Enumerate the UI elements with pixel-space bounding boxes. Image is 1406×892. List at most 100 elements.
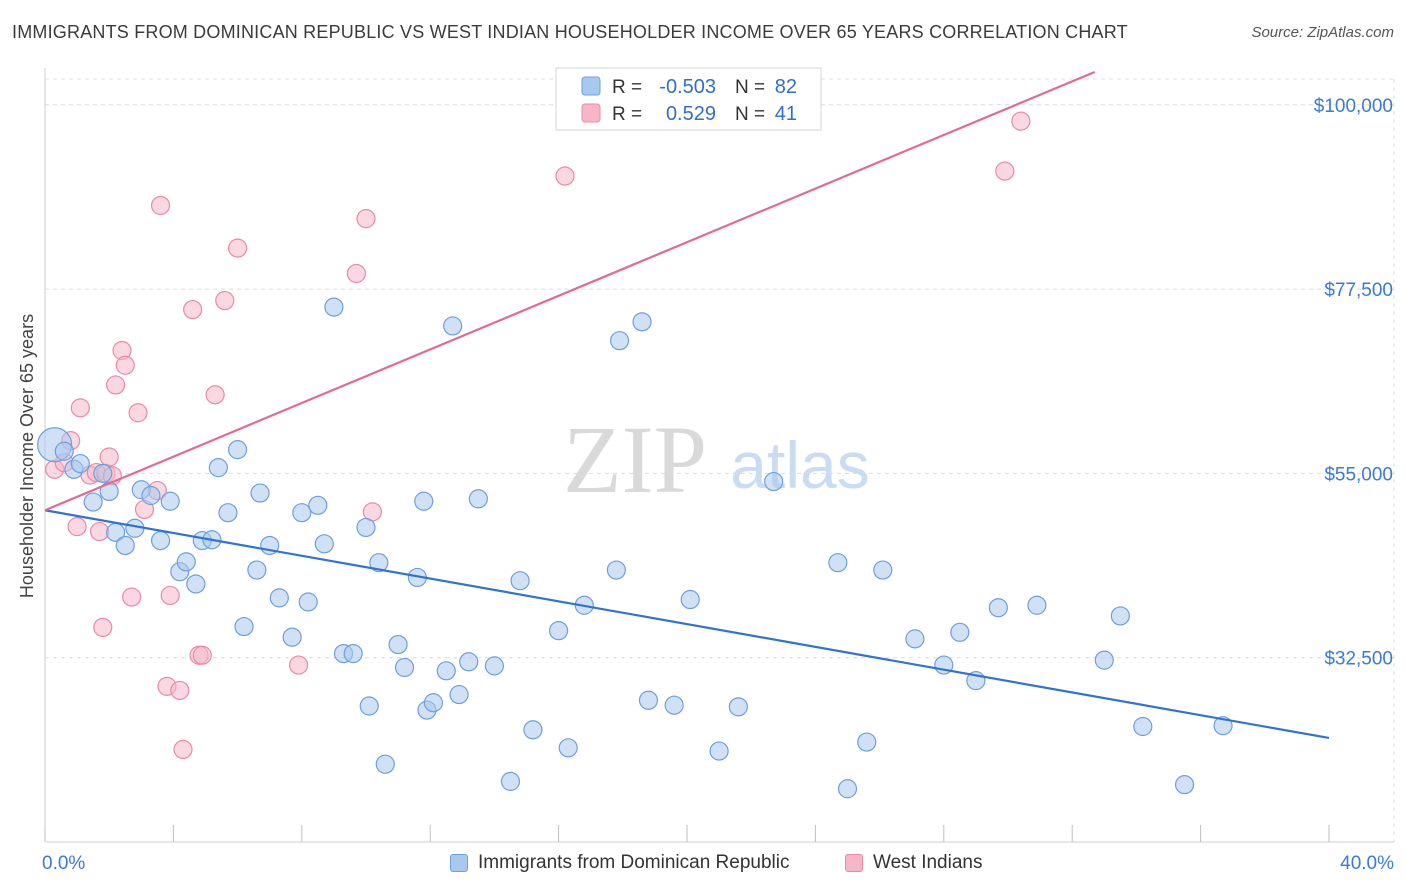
- dominican-point-12: [150, 530, 171, 551]
- stats-legend-pink-swatch: [581, 103, 601, 123]
- dominican-point-29: [298, 592, 318, 612]
- dominican-point-38: [375, 754, 395, 774]
- dominican-point-37: [369, 553, 389, 573]
- dominican-point-52: [510, 571, 530, 591]
- west-indians-point-7: [89, 521, 110, 542]
- dominican-point-16: [186, 574, 206, 594]
- dominican-point-31: [314, 534, 334, 554]
- west-indians-point-15: [122, 587, 142, 607]
- stats-r-value-pink: 0.529: [666, 103, 716, 125]
- dominican-point-54: [548, 621, 569, 641]
- west-indians-point-36: [1011, 111, 1031, 131]
- dominican-point-30: [308, 495, 328, 515]
- west-indians-point-21: [160, 585, 180, 606]
- dominican-trend-line: [44, 509, 1330, 740]
- west-indians-point-22: [170, 680, 190, 701]
- dominican-point-61: [664, 695, 684, 715]
- legend-item-dominican[interactable]: Immigrants from Dominican Republic: [450, 852, 790, 874]
- dominican-point-60: [638, 690, 659, 710]
- dominican-point-74: [988, 598, 1008, 618]
- dominican-point-39: [388, 634, 408, 655]
- dominican-point-28: [292, 503, 312, 523]
- dominican-point-4: [83, 492, 103, 512]
- west-indians-point-19: [150, 195, 171, 216]
- stats-n-label-blue: N =: [735, 77, 765, 98]
- dominican-point-44: [423, 693, 444, 713]
- dominican-point-15: [176, 552, 196, 572]
- west-indians-point-8: [93, 617, 113, 637]
- y-tick-label-3: $100,000: [1314, 96, 1393, 117]
- watermark-zip: ZIP: [563, 406, 707, 513]
- dominican-point-59: [632, 312, 652, 332]
- dominican-point-51: [500, 771, 521, 791]
- stats-r-label-blue: R =: [612, 77, 642, 98]
- west-indians-point-10: [99, 447, 119, 467]
- dominican-point-34: [343, 643, 363, 664]
- west-indians-point-4: [70, 398, 90, 418]
- grid-lines: [45, 78, 1395, 842]
- stats-legend: R = -0.503 N = 82 R = 0.529 N = 41: [555, 67, 822, 131]
- dominican-point-68: [857, 732, 877, 752]
- dominican-point-24: [250, 483, 270, 503]
- x-tick-label-1: 40.0%: [1340, 853, 1394, 874]
- dominican-point-63: [709, 741, 729, 761]
- dominican-point-19: [208, 458, 228, 478]
- chart-source: Source: ZipAtlas.com: [1251, 24, 1394, 41]
- west-indians-point-23: [173, 739, 193, 760]
- west-indians-point-12: [106, 375, 126, 395]
- dominican-point-23: [247, 560, 267, 580]
- x-tick-label-0: 0.0%: [42, 853, 85, 874]
- dominican-point-20: [218, 503, 238, 523]
- dominican-point-32: [324, 297, 344, 317]
- west-indians-point-29: [228, 238, 248, 258]
- west-indians-point-24: [183, 299, 203, 320]
- west-indians-point-3: [67, 517, 87, 537]
- dominican-point-36: [359, 696, 379, 716]
- dominican-point-49: [468, 489, 488, 509]
- west-indians-point-27: [205, 385, 225, 405]
- dominican-point-57: [606, 560, 626, 580]
- stats-r-value-blue: -0.503: [659, 76, 716, 98]
- dominican-point-69: [873, 560, 893, 580]
- dominican-point-53: [523, 720, 543, 740]
- legend-label-dominican: Immigrants from Dominican Republic: [478, 852, 790, 873]
- west-indians-point-14: [115, 355, 135, 375]
- west-indians-point-26: [192, 645, 212, 665]
- dominican-point-79: [1174, 775, 1195, 795]
- stats-r-label-pink: R =: [612, 104, 642, 125]
- dominican-point-58: [609, 331, 630, 351]
- west-indians-points: [45, 111, 1031, 760]
- dominican-point-13: [160, 491, 180, 511]
- dominican-point-22: [234, 616, 254, 637]
- y-tick-labels: $32,500 $55,000 $77,500 $100,000: [1314, 96, 1393, 670]
- dominican-point-78: [1133, 716, 1153, 737]
- legend-label-west-indians: West Indians: [873, 852, 983, 873]
- dominican-point-66: [828, 553, 848, 573]
- dominican-point-11: [141, 485, 161, 506]
- west-indians-trend-line: [44, 70, 1096, 512]
- dominican-point-55: [558, 738, 578, 758]
- dominican-point-1: [54, 441, 74, 461]
- x-tick-labels: 0.0% 40.0%: [42, 853, 1394, 874]
- dominican-point-40: [394, 657, 415, 678]
- chart-title: IMMIGRANTS FROM DOMINICAN REPUBLIC VS WE…: [12, 22, 1128, 42]
- dominican-point-77: [1110, 606, 1130, 626]
- dominican-point-26: [269, 588, 289, 608]
- dominican-point-47: [449, 684, 469, 705]
- dominican-point-45: [436, 661, 456, 681]
- dominican-point-27: [282, 627, 302, 647]
- legend-item-west-indians[interactable]: West Indians: [845, 852, 982, 874]
- axes: [44, 68, 1394, 843]
- dominican-point-75: [1027, 595, 1047, 615]
- west-indians-point-35: [995, 161, 1015, 181]
- stats-n-value-blue: 82: [775, 76, 797, 98]
- dominican-points: [37, 297, 1233, 799]
- west-indians-point-31: [346, 263, 366, 284]
- watermark-atlas: atlas: [730, 428, 869, 502]
- dominican-point-5: [93, 463, 113, 483]
- dominican-point-70: [905, 629, 925, 649]
- legend-swatch-dominican: [450, 854, 468, 872]
- y-tick-label-0: $32,500: [1324, 649, 1393, 670]
- stats-n-label-pink: N =: [735, 104, 765, 125]
- dominican-point-8: [115, 535, 135, 556]
